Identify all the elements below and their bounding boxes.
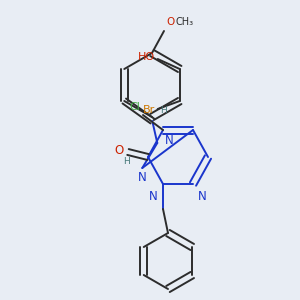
Text: HO: HO [138, 52, 155, 62]
Text: CH₃: CH₃ [176, 17, 194, 27]
Text: Br: Br [142, 105, 155, 115]
Text: N: N [138, 171, 147, 184]
Text: O: O [115, 145, 124, 158]
Text: N: N [165, 134, 174, 148]
Text: O: O [166, 17, 174, 27]
Text: Cl: Cl [129, 102, 140, 112]
Text: H: H [160, 106, 167, 115]
Text: H: H [124, 158, 130, 166]
Text: N: N [198, 190, 207, 203]
Text: N: N [149, 190, 158, 203]
